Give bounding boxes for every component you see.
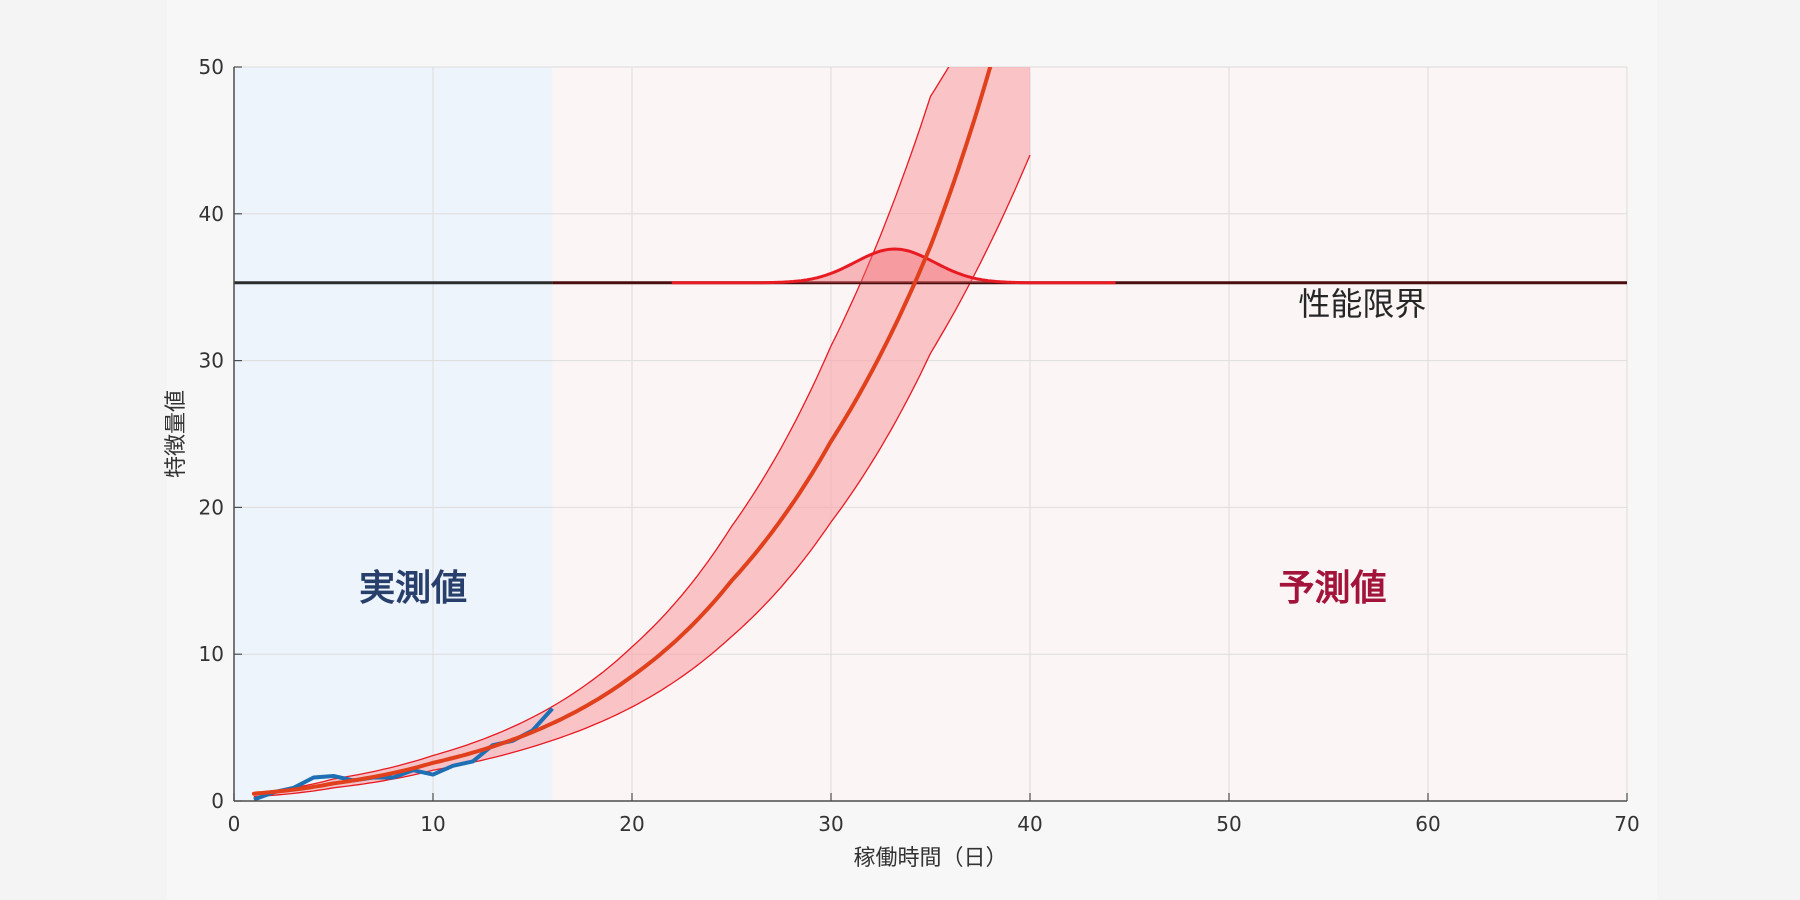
prediction-band-layer [253, 67, 1031, 798]
region-layer [234, 67, 1627, 801]
x-tick-label: 50 [1216, 812, 1241, 836]
failure-distribution-layer [671, 247, 1116, 285]
prediction-band-lower-line [253, 154, 1031, 798]
x-tick-label: 0 [228, 812, 241, 836]
measured-region-label: 実測値 [359, 568, 467, 609]
region-measured-background [234, 67, 553, 801]
x-tick-label: 20 [619, 812, 644, 836]
y-tick-label: 50 [199, 55, 224, 79]
y-axis-title: 特徴量値 [164, 390, 189, 478]
y-tick-label: 30 [199, 349, 224, 373]
y-tick-label: 40 [199, 202, 224, 226]
axes-layer: 0 10 20 30 40 50 60 70 0 10 20 30 40 50 [199, 55, 1640, 836]
region-predicted-background [552, 67, 1627, 801]
y-tick-label: 0 [211, 789, 224, 813]
x-tick-label: 40 [1017, 812, 1042, 836]
prediction-layer [251, 67, 993, 796]
predicted-region-label: 予測値 [1278, 568, 1386, 609]
y-tick-label: 10 [199, 642, 224, 666]
x-tick-label: 60 [1415, 812, 1440, 836]
prediction-band-upper-line [253, 67, 950, 794]
failure-distribution-curve [671, 247, 1116, 285]
x-tick-label: 10 [420, 812, 445, 836]
prediction-band-area [253, 67, 1030, 797]
prediction-series-line [251, 67, 993, 796]
x-tick-label: 70 [1614, 812, 1639, 836]
x-tick-label: 30 [818, 812, 843, 836]
threshold-label: 性能限界 [1298, 285, 1426, 323]
x-axis-title: 稼働時間（日） [853, 846, 1007, 871]
y-tick-label: 20 [199, 495, 224, 519]
failure-distribution-area [671, 249, 1116, 283]
